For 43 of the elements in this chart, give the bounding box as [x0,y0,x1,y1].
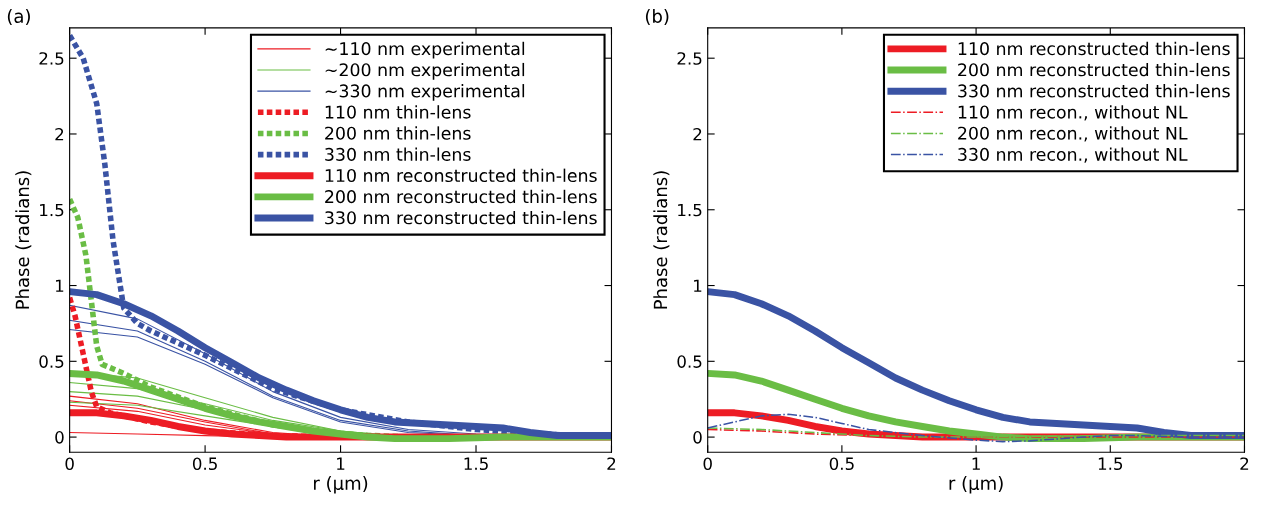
x-tick-label: 0 [703,457,712,471]
x-tick-label: 2 [607,457,616,470]
x-tick-label: 1 [972,457,980,470]
y-axis-title: Phase (radians) [15,171,32,309]
y-tick-label: 0.5 [39,355,64,368]
y-tick-label: 2 [55,127,64,141]
y-tick-label: 2 [693,127,702,141]
y-tick-label: 1 [56,279,64,292]
legend-label: ~110 nm experimental [325,41,525,59]
y-tick-label: 2.5 [39,52,64,65]
x-axis-title: r (µm) [314,476,368,494]
y-tick-label: 2.5 [677,52,702,65]
legend-label: 110 nm reconstructed thin-lens [325,168,597,183]
legend-label: 110 nm thin-lens [325,105,471,119]
y-tick-label: 1.5 [678,203,702,217]
chart-title: (a) [7,9,30,26]
legend-label: ~330 nm experimental [325,84,525,101]
x-tick-label: 0 [65,457,74,471]
legend-label: 330 nm reconstructed thin-lens [958,84,1230,98]
x-tick-label: 1.5 [1098,457,1123,471]
x-tick-label: 0.5 [192,457,217,471]
legend-label: ~200 nm experimental [325,62,525,80]
x-tick-label: 2 [1240,457,1249,470]
legend-label: 200 nm reconstructed thin-lens [958,62,1230,77]
legend-label: 200 nm recon., without NL [958,126,1188,142]
x-tick-label: 1 [337,457,345,470]
y-tick-label: 0 [693,431,702,444]
y-axis-title: Phase (radians) [653,171,670,309]
chart-title: (b) [645,9,669,26]
y-tick-label: 0 [55,431,64,444]
legend-label: 110 nm recon., without NL [958,105,1188,121]
x-tick-label: 1.5 [464,457,488,471]
legend-label: 110 nm reconstructed thin-lens [958,41,1230,56]
x-tick-label: 0.5 [829,457,854,471]
y-tick-label: 1.5 [40,203,64,217]
legend-label: 330 nm reconstructed thin-lens [325,210,597,225]
legend-label: 200 nm reconstructed thin-lens [325,189,597,204]
legend-label: 330 nm recon., without NL [958,147,1188,163]
y-tick-label: 1 [694,279,702,292]
legend-label: 330 nm thin-lens [325,147,471,161]
y-tick-label: 0.5 [677,355,702,368]
x-axis-title: r (µm) [949,476,1003,494]
legend-label: 200 nm thin-lens [325,126,471,140]
